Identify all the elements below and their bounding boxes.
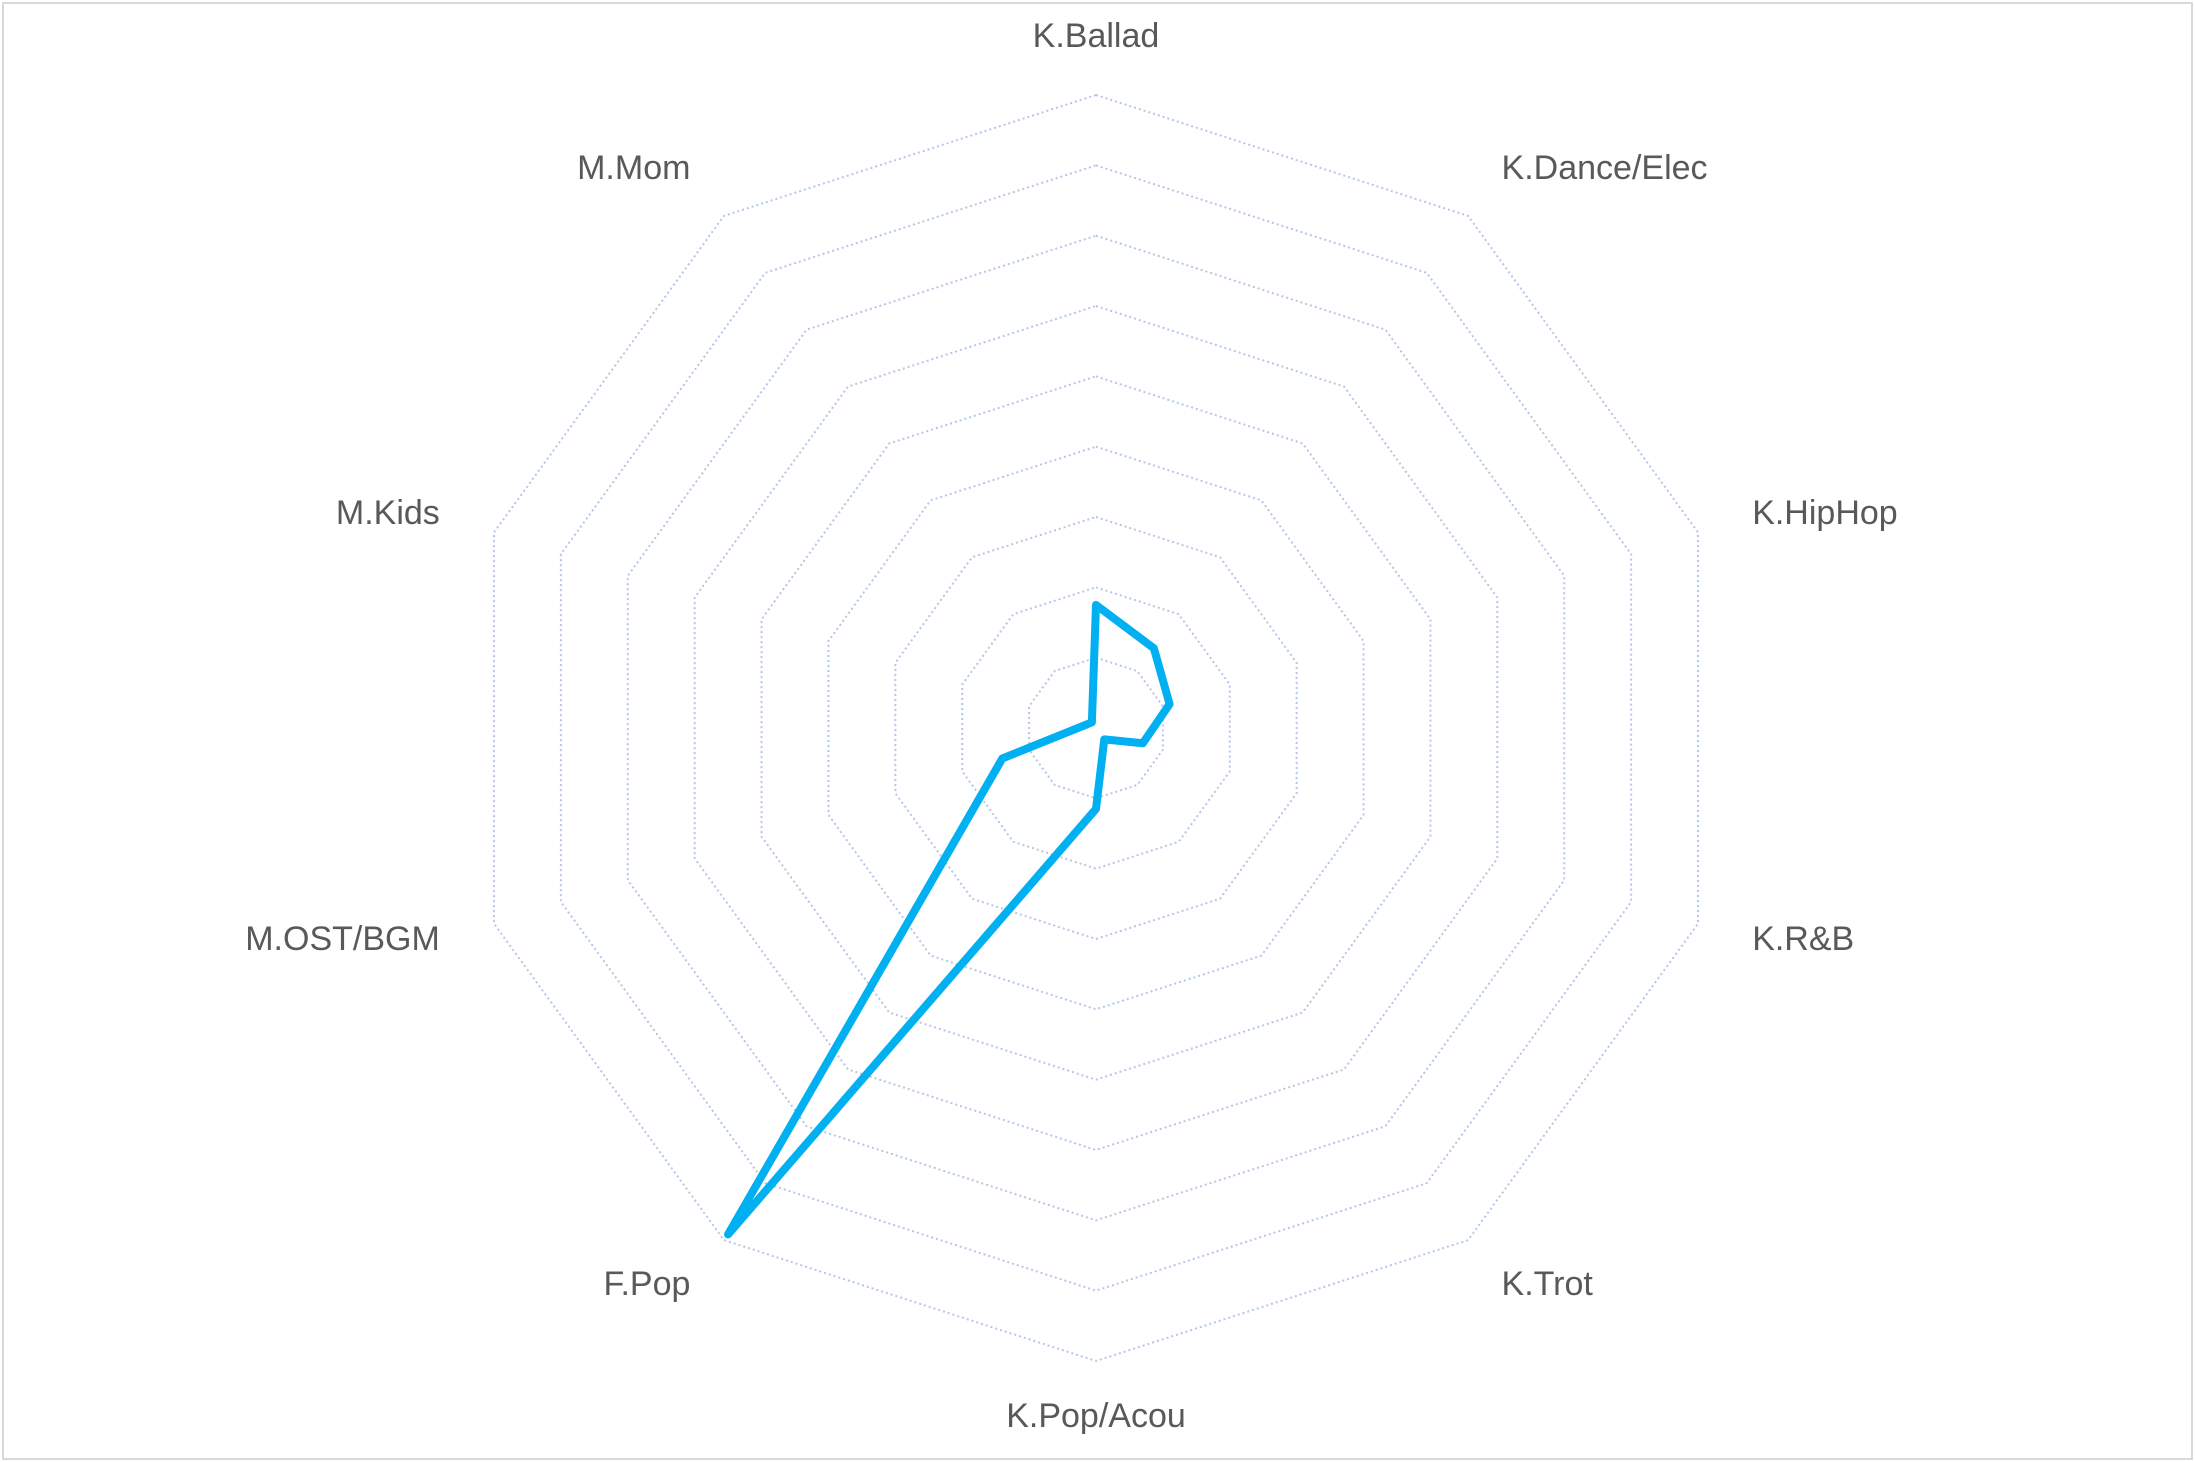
category-label: K.R&B [1752, 920, 1854, 958]
radar-line [724, 600, 1174, 1239]
category-label: K.HipHop [1752, 494, 1898, 532]
category-label: K.Trot [1502, 1265, 1594, 1303]
category-label: K.Pop/Acou [1006, 1397, 1186, 1435]
category-label: F.Pop [603, 1265, 690, 1303]
grid-ring [492, 93, 1700, 1363]
category-label: K.Dance/Elec [1502, 149, 1708, 187]
category-label: M.Mom [577, 149, 690, 187]
category-label: M.Kids [336, 494, 440, 532]
grid-ring [894, 515, 1298, 941]
grid-ring [760, 375, 1432, 1081]
category-label: K.Ballad [1033, 17, 1160, 55]
grid-ring [626, 234, 1566, 1222]
category-label: M.OST/BGM [245, 920, 440, 958]
